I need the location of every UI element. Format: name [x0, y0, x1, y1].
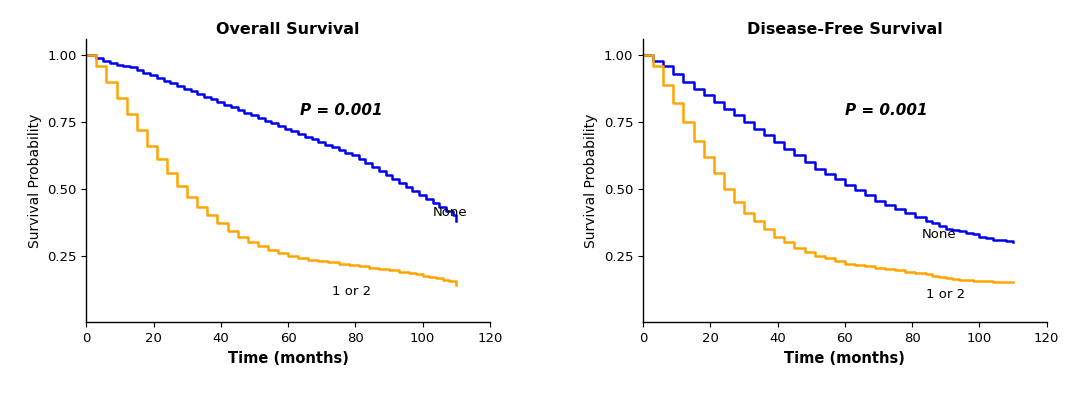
Text: None: None	[923, 228, 957, 241]
Text: 1 or 2: 1 or 2	[926, 288, 965, 301]
Text: P = 0.001: P = 0.001	[300, 103, 383, 118]
X-axis label: Time (months): Time (months)	[228, 351, 349, 365]
Text: None: None	[433, 206, 467, 219]
Text: P = 0.001: P = 0.001	[845, 103, 928, 118]
Text: 1 or 2: 1 or 2	[331, 285, 371, 298]
X-axis label: Time (months): Time (months)	[784, 351, 905, 365]
Title: Overall Survival: Overall Survival	[216, 22, 359, 37]
Y-axis label: Survival Probability: Survival Probability	[585, 114, 599, 248]
Y-axis label: Survival Probability: Survival Probability	[28, 114, 42, 248]
Title: Disease-Free Survival: Disease-Free Survival	[747, 22, 943, 37]
